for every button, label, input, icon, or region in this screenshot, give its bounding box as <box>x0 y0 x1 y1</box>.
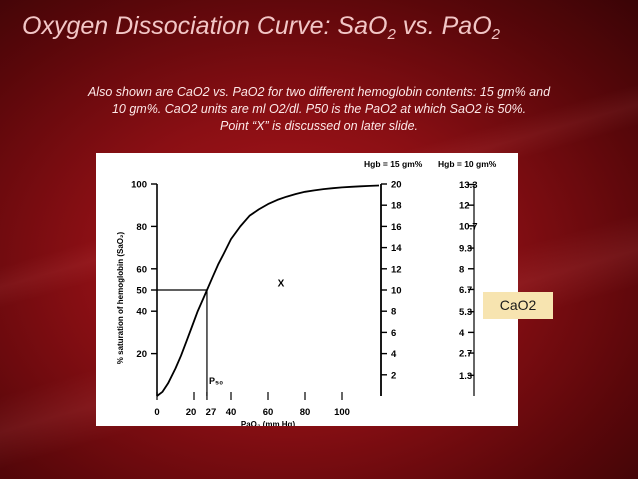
cao2-tick-label: 5.3 <box>459 307 472 318</box>
point-x-annotation: X <box>278 279 285 290</box>
x-tick-label: 100 <box>334 407 350 418</box>
slide-title: Oxygen Dissociation Curve: SaO2 vs. PaO2 <box>22 12 500 43</box>
y-tick-label: 60 <box>136 264 147 275</box>
y-tick-label: 20 <box>136 349 147 360</box>
slide-caption: Also shown are CaO2 vs. PaO2 for two dif… <box>20 84 618 135</box>
cao2-tick-label: 13.3 <box>459 180 478 191</box>
cao2-tick-label: 4 <box>459 328 465 339</box>
cao2-axis-15-title: Hgb = 15 gm% <box>364 159 423 169</box>
cao2-tick-label: 2 <box>391 370 396 381</box>
x-tick-label: 27 <box>206 407 217 418</box>
x-tick-label: 20 <box>186 407 197 418</box>
cao2-tick-label: 18 <box>391 201 402 212</box>
cao2-tick-label: 10 <box>391 286 402 297</box>
cao2-tick-label: 8 <box>459 264 464 275</box>
cao2-tick-label: 16 <box>391 222 402 233</box>
cao2-tick-label: 2.7 <box>459 349 472 360</box>
y-tick-label: 80 <box>136 222 147 233</box>
title-text: Oxygen Dissociation Curve: SaO <box>22 12 388 40</box>
cao2-tick-label: 10.7 <box>459 221 478 232</box>
chart-figure: 20 40 50 60 80 100% saturation of hemoglobin … <box>96 153 518 426</box>
caption-line: 10 gm%. CaO2 units are ml O2/dl. P50 is … <box>111 102 527 116</box>
y-tick-label: 40 <box>136 307 147 318</box>
x-tick-label: 60 <box>263 407 274 418</box>
x-tick-label: 0 <box>154 407 159 418</box>
cao2-tick-label: 6.7 <box>459 285 472 296</box>
caption-line: Point “X” is discussed on later slide. <box>219 119 418 133</box>
cao2-tick-label: 4 <box>391 349 397 360</box>
cao2-tick-label: 14 <box>391 243 402 254</box>
x-tick-label: 40 <box>226 407 237 418</box>
x-axis-label: PaO₂ (mm Hg) <box>241 420 296 426</box>
x-tick-label: 80 <box>300 407 311 418</box>
title-subscript: 2 <box>387 26 396 43</box>
cao2-tick-label: 12 <box>459 201 470 212</box>
y-axis-label: % saturation of hemoglobin (SaO₂) <box>116 231 125 364</box>
y-tick-label: 100 <box>131 180 147 191</box>
cao2-axis-10-title: Hgb = 10 gm% <box>438 159 497 169</box>
caption-line: Also shown are CaO2 vs. PaO2 for two dif… <box>87 85 551 99</box>
cao2-label: CaO2 <box>483 292 553 319</box>
dissociation-curve <box>156 184 380 397</box>
cao2-tick-label: 9.3 <box>459 244 472 255</box>
cao2-tick-label: 8 <box>391 307 396 318</box>
cao2-tick-label: 20 <box>391 180 402 191</box>
cao2-tick-label: 6 <box>391 328 396 339</box>
p50-annotation: P₅₀ <box>209 376 223 386</box>
title-text-vs: vs. PaO <box>395 12 492 40</box>
cao2-tick-label: 1.3 <box>459 371 472 382</box>
title-subscript: 2 <box>491 26 500 43</box>
cao2-tick-label: 12 <box>391 264 402 275</box>
y-tick-label: 50 <box>136 286 147 297</box>
